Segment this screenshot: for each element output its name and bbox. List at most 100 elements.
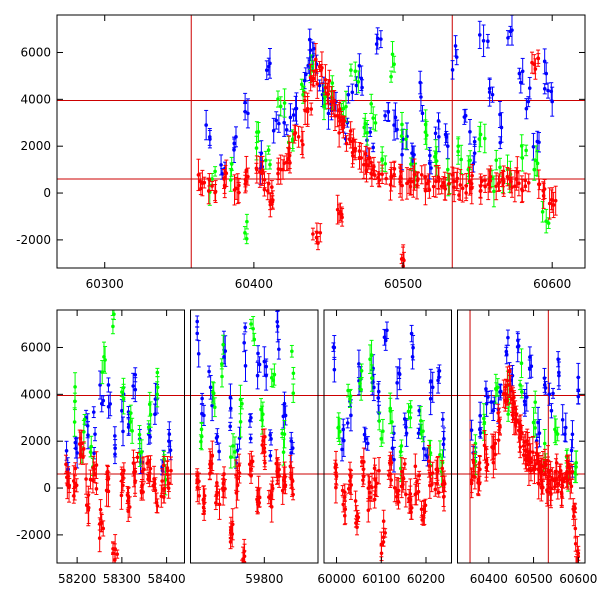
bottom-green-point <box>139 450 144 454</box>
top-red-point <box>419 172 424 177</box>
top-blue-point <box>444 135 449 139</box>
top-blue-point <box>284 127 289 132</box>
bottom-red-point <box>541 485 545 490</box>
bottom-green-point <box>358 381 362 386</box>
bottom-red-point <box>142 467 146 472</box>
bottom-red-point <box>152 477 156 481</box>
bottom-red-point <box>234 473 238 477</box>
bottom-red-point <box>249 459 254 464</box>
bottom-green-point <box>121 386 126 390</box>
bottom-red-point <box>111 546 115 551</box>
top-red-point <box>337 211 341 216</box>
bottom-red-point <box>413 464 418 469</box>
top-blue-point <box>542 59 547 64</box>
bottom-blue-point <box>106 383 111 387</box>
bottom-blue-point <box>428 396 433 401</box>
top-red-point <box>281 167 285 172</box>
bottom-red-point <box>427 464 432 468</box>
top-blue-point <box>450 68 455 72</box>
bottom-red-point <box>267 495 271 499</box>
bottom-red-point <box>565 469 569 474</box>
top-blue-point <box>291 113 296 117</box>
bottom-green-point <box>421 429 425 433</box>
bottom-green-point <box>272 372 277 377</box>
bottom-blue-point <box>277 347 281 352</box>
bottom-red-point <box>269 505 274 509</box>
bottom-blue-point <box>133 387 138 392</box>
top-blue-point <box>420 111 425 116</box>
bottom-green-point <box>233 450 237 454</box>
top-green-point <box>519 144 524 148</box>
top-red-point <box>541 194 546 198</box>
top-red-point <box>323 77 328 82</box>
bottom-green-point <box>261 412 265 417</box>
bottom-red-point <box>537 459 541 464</box>
bottom-red-point <box>333 466 338 470</box>
bottom-blue-point <box>342 438 346 443</box>
bottom-blue-point <box>289 439 294 443</box>
bottom-blue-point <box>362 432 367 437</box>
bottom-blue-point <box>557 370 561 375</box>
bottom-green-point <box>221 342 225 347</box>
bottom-blue-point <box>411 345 415 350</box>
bottom-red-point <box>249 467 253 472</box>
top-blue-point <box>288 115 293 120</box>
top-green-point <box>344 104 348 109</box>
bottom-blue-point <box>167 432 172 436</box>
bottom-red-point <box>575 565 579 569</box>
top-green-point <box>459 157 463 162</box>
top-blue-point <box>246 111 250 116</box>
bottom-red-point <box>395 490 400 495</box>
bottom-blue-point <box>422 446 426 451</box>
top-red-point <box>339 212 344 217</box>
bottom-green-point <box>337 429 342 434</box>
bottom-blue-point <box>469 428 474 432</box>
bottom-blue-point <box>498 389 503 394</box>
top-red-point <box>478 188 483 193</box>
bottom-red-point <box>71 494 76 498</box>
top-green-point <box>434 159 439 163</box>
bottom-blue-point <box>74 446 78 451</box>
bottom-green-point <box>103 358 107 362</box>
top-red-point <box>301 142 305 147</box>
bottom-green-point <box>494 387 499 392</box>
bottom-blue-point <box>91 410 96 414</box>
bottom-red-point <box>98 507 103 512</box>
top-red-point <box>497 180 502 185</box>
top-x-tick-label: 60500 <box>384 277 422 291</box>
top-red-point <box>460 186 465 191</box>
top-red-point <box>549 197 554 202</box>
bottom-red-point <box>237 463 241 468</box>
bottom-blue-point <box>528 355 532 359</box>
bottom-panel: 58200 58300 58400 59800 60000 60100 60200 60400… <box>16 309 597 586</box>
bottom-red-point <box>71 479 76 483</box>
bottom-red-point <box>217 502 222 507</box>
top-blue-point <box>374 42 379 46</box>
bottom-red-point <box>518 445 523 449</box>
top-blue-point <box>379 37 383 41</box>
bottom-red-point <box>257 501 261 505</box>
bottom-red-point <box>126 509 130 514</box>
top-red-point <box>536 182 541 187</box>
top-red-point <box>452 185 456 189</box>
bottom-red-point <box>208 471 212 476</box>
bottom-red-point <box>242 560 247 563</box>
bottom-green-point <box>120 390 124 394</box>
bottom-blue-point <box>200 411 204 416</box>
bottom-red-point <box>84 477 88 481</box>
top-red-point <box>224 171 229 176</box>
top-red-point <box>501 180 506 185</box>
bottom-green-point <box>89 444 94 449</box>
bottom-red-point <box>274 461 279 466</box>
top-green-point <box>445 167 450 172</box>
top-plot-frame <box>56 14 586 269</box>
bottom-red-point <box>528 456 533 461</box>
bottom-red-point <box>262 450 267 454</box>
top-red-point <box>412 172 417 177</box>
bottom-blue-point <box>214 436 219 440</box>
bottom-red-point <box>151 483 156 488</box>
top-green-point <box>399 134 404 138</box>
bottom-blue-point <box>516 344 521 348</box>
bottom-red-point <box>507 368 512 373</box>
